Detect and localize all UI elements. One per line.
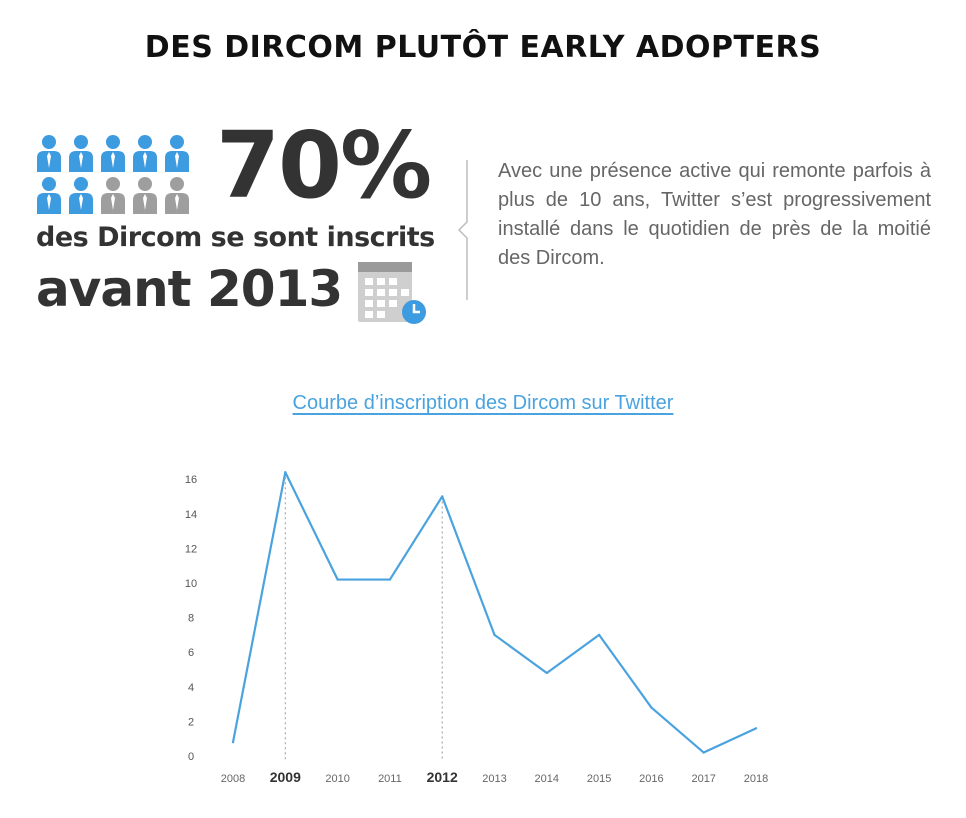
- y-tick-label: 4: [188, 682, 194, 694]
- x-tick-label: 2008: [221, 773, 245, 785]
- y-tick-label: 10: [185, 578, 197, 590]
- x-tick-label: 2014: [535, 773, 559, 785]
- description-text: Avec une présence active qui remonte par…: [498, 160, 931, 269]
- data-point: [284, 471, 287, 474]
- x-tick-label: 2010: [325, 773, 349, 785]
- y-tick-label: 14: [185, 509, 197, 521]
- y-tick-label: 16: [185, 474, 197, 486]
- person-icon: [37, 135, 61, 172]
- data-point: [650, 706, 653, 709]
- data-point: [441, 495, 444, 498]
- page-title: DES DIRCOM PLUTÔT EARLY ADOPTERS: [144, 30, 822, 65]
- avant-prefix: avant: [36, 260, 192, 318]
- data-point: [702, 751, 705, 754]
- x-tick-label: 2013: [482, 773, 506, 785]
- x-tick-label: 2017: [691, 773, 715, 785]
- chart-title: Courbe d’inscription des Dircom sur Twit…: [292, 392, 674, 414]
- quote-divider: [457, 160, 468, 300]
- person-icon: [101, 135, 125, 172]
- avant-year: 2013: [207, 260, 343, 318]
- data-point: [545, 671, 548, 675]
- y-tick-label: 0: [188, 751, 194, 763]
- data-point: [336, 578, 339, 581]
- data-point: [597, 633, 601, 637]
- stat-percent: 70%: [216, 112, 432, 219]
- person-icon: [165, 135, 189, 172]
- x-tick-label: 2009: [270, 769, 301, 785]
- data-point: [388, 578, 392, 581]
- series-line: [231, 471, 757, 754]
- stat-avant-line: avant 2013: [36, 260, 343, 318]
- data-point: [231, 740, 235, 744]
- calendar-clock-icon: [358, 262, 426, 324]
- person-icon: [133, 177, 157, 214]
- y-tick-label: 12: [185, 543, 197, 555]
- x-tick-label: 2015: [587, 773, 611, 785]
- person-icon: [101, 177, 125, 214]
- person-icon: [69, 135, 93, 172]
- data-point: [754, 727, 758, 730]
- y-tick-label: 8: [188, 613, 194, 625]
- stat-subline: des Dircom se sont inscrits: [36, 222, 435, 253]
- person-icon: [37, 177, 61, 214]
- y-tick-label: 6: [188, 647, 194, 659]
- x-tick-label: 2016: [639, 773, 663, 785]
- person-icon: [133, 135, 157, 172]
- person-icon: [165, 177, 189, 214]
- x-tick-label: 2018: [744, 773, 768, 785]
- y-tick-label: 2: [188, 716, 194, 728]
- person-icon: [69, 177, 93, 214]
- x-tick-label: 2012: [427, 769, 458, 785]
- x-tick-label: 2011: [378, 773, 402, 785]
- registration-line-chart: 0 2 4 6 8 10 12 14 16 2008 2009 2010 2011 2012 2013 201…: [185, 471, 768, 785]
- data-point: [493, 633, 496, 637]
